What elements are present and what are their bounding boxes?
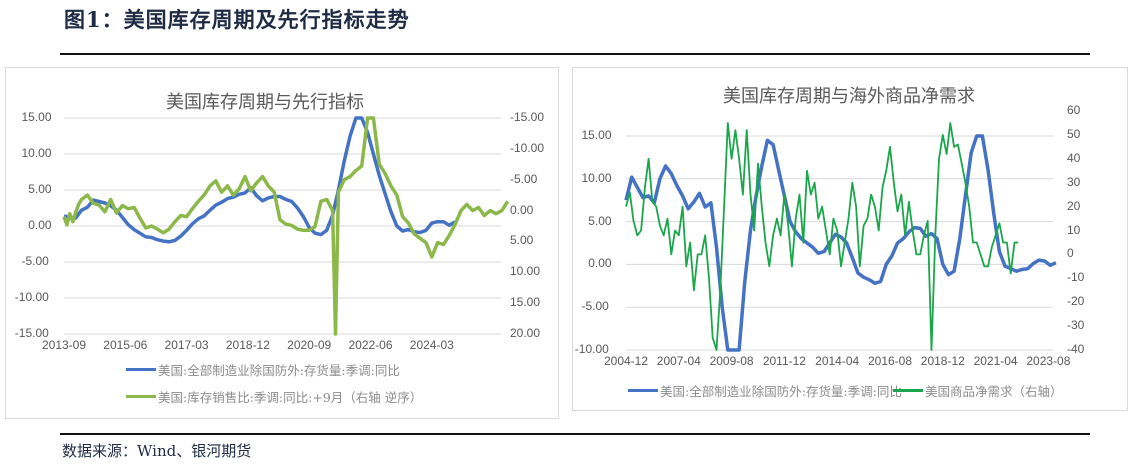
y-axis-right-tick: 10.00 [510,264,541,279]
y-axis-left-tick: 0.00 [28,218,52,232]
x-axis-tick: 2015-06 [103,338,148,352]
x-axis-tick: 2023-08 [1026,354,1071,368]
x-axis-tick: 2016-08 [867,354,913,368]
legend-item-inventory-sales-ratio: 美国:库存销售比:季调:同比:+9月（右轴 逆序） [126,387,422,406]
chart-plot-area [624,122,1057,352]
legend-item-net-demand: 美国商品净需求（右轴） [893,381,1063,400]
legend-label: 美国:全部制造业除国防外:存货量:季调:同比 [158,363,400,378]
x-axis-tick: 2011-12 [762,354,806,368]
y-axis-right-tick: 0 [1067,246,1074,261]
y-axis-right-tick: 30 [1067,174,1081,189]
chart-plot-area [62,116,510,336]
chart-panel-inventory-net-demand: 美国库存周期与海外商品净需求 美国:全部制造业除国防外:存货量:季调:同比 美国… [572,67,1128,411]
legend-item-inventory-yoy: 美国:全部制造业除国防外:存货量:季调:同比 [126,360,400,379]
y-axis-left-tick: 15.00 [21,110,52,124]
chart-title: 美国库存周期与先行指标 [166,92,364,113]
y-axis-left-tick: 15.00 [581,128,612,142]
x-axis-tick: 2018-12 [225,338,270,352]
x-axis-tick: 2013-09 [41,338,87,352]
y-axis-left-tick: -5.00 [21,254,49,268]
y-axis-right-tick: 0.00 [510,202,534,217]
x-axis-tick: 2020-09 [287,338,332,352]
figure-title: 图1：美国库存周期及先行指标走势 [64,7,410,32]
legend-swatch-blue [628,389,658,392]
y-axis-left-tick: 10.00 [581,170,612,185]
y-axis-left-tick: -5.00 [581,299,609,314]
legend-label: 美国:库存销售比:季调:同比:+9月（右轴 逆序） [158,390,423,405]
y-axis-left-tick: -15.00 [14,326,49,340]
y-axis-right-tick: -10 [1067,270,1085,285]
legend-label: 美国商品净需求（右轴） [925,384,1063,399]
x-axis-tick: 2014-04 [815,354,860,368]
y-axis-right-tick: 50 [1067,126,1081,141]
x-axis-tick: 2022-06 [348,338,393,352]
y-axis-right-tick: -20 [1067,294,1085,309]
x-axis-tick: 2004-12 [603,354,649,368]
chart-title: 美国库存周期与海外商品净需求 [723,86,975,107]
x-axis-tick: 2021-04 [973,354,1018,368]
y-axis-right-tick: -5.00 [510,171,538,186]
x-axis-tick: 2024-03 [409,338,454,352]
y-axis-left-tick: -10.00 [574,342,609,356]
legend-item-inventory-yoy: 美国:全部制造业除国防外:存货量:季调:同比 [628,381,902,400]
y-axis-right-tick: 15.00 [510,295,541,310]
y-axis-left-tick: 5.00 [588,213,612,228]
y-axis-left-tick: 5.00 [28,182,52,196]
y-axis-right-tick: -15.00 [510,110,545,124]
y-axis-right-tick: 60 [1067,103,1081,117]
bottom-divider [60,433,1090,435]
chart-panel-inventory-leading: 美国库存周期与先行指标 美国:全部制造业除国防外:存货量:季调:同比 美国:库存… [5,67,559,419]
y-axis-right-tick: -40 [1067,342,1085,356]
x-axis-tick: 2018-12 [920,354,965,368]
y-axis-right-tick: -30 [1067,318,1085,333]
y-axis-left-tick: -10.00 [14,290,49,304]
y-axis-right-tick: 40 [1067,150,1081,165]
legend-swatch-green [893,389,923,392]
y-axis-right-tick: 20 [1067,198,1081,213]
data-source-note: 数据来源：Wind、银河期货 [62,442,252,460]
legend-swatch-lime [126,395,156,398]
y-axis-left-tick: 0.00 [588,256,612,271]
x-axis-tick: 2017-03 [164,338,209,352]
y-axis-left-tick: 10.00 [21,146,52,160]
y-axis-right-tick: 20.00 [510,326,541,340]
x-axis-tick: 2007-04 [656,354,701,368]
y-axis-right-tick: 5.00 [510,233,534,248]
top-divider [60,53,1090,55]
legend-label: 美国:全部制造业除国防外:存货量:季调:同比 [660,384,902,399]
x-axis-tick: 2009-08 [709,354,754,368]
legend-swatch-blue [126,368,156,371]
y-axis-right-tick: 10 [1067,222,1081,237]
y-axis-right-tick: -10.00 [510,140,545,155]
